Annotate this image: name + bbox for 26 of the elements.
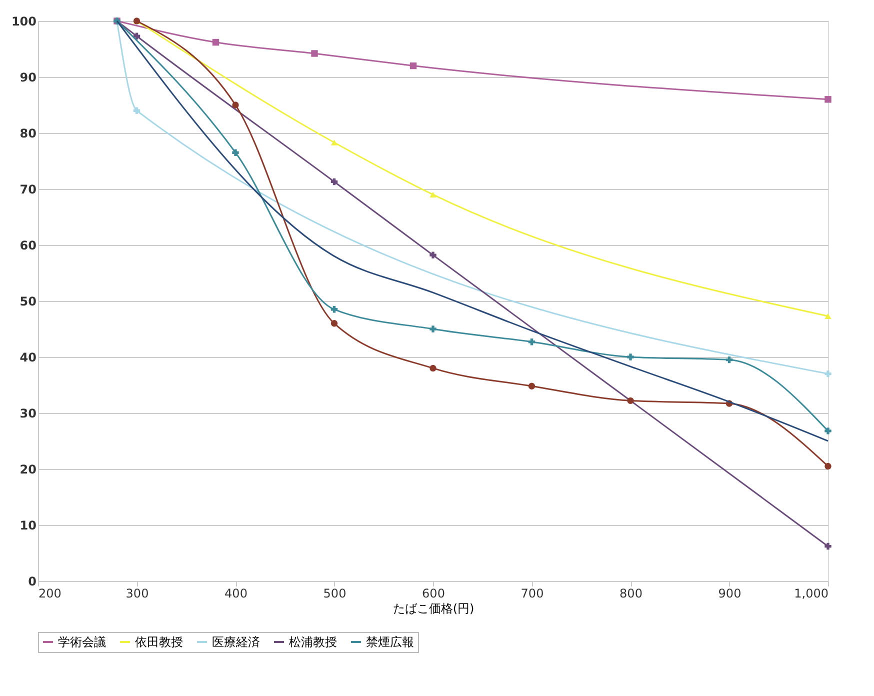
x-tick-label: 400 [224, 586, 248, 600]
y-tick-label: 70 [20, 182, 36, 196]
y-tick-label: 100 [11, 14, 36, 28]
y-tick-label: 30 [20, 406, 36, 420]
x-tick-label: 700 [520, 586, 544, 600]
y-tick-label: 0 [28, 574, 36, 588]
legend-label: 禁煙広報 [366, 635, 414, 649]
y-tick-label: 80 [20, 126, 36, 140]
y-tick-label: 90 [20, 70, 36, 84]
x-tick-label: 300 [126, 586, 149, 600]
x-tick-label: 500 [323, 586, 346, 600]
y-tick-label: 20 [20, 462, 36, 476]
x-tick-label: 800 [620, 586, 642, 600]
legend-label: 依田教授 [135, 635, 183, 649]
x-tick-label: 1,000 [794, 586, 828, 600]
legend-label: 医療経済 [212, 635, 260, 649]
x-tick-label: 200 [38, 586, 62, 600]
y-tick-label: 50 [20, 294, 36, 308]
legend-label: 松浦教授 [289, 635, 337, 649]
x-tick-label: 900 [718, 586, 742, 600]
x-tick-label: 600 [422, 586, 445, 600]
x-axis-title: たばこ価格(円) [392, 602, 474, 616]
y-tick-label: 10 [20, 518, 36, 532]
y-tick-label: 60 [20, 238, 36, 252]
y-tick-label: 40 [20, 350, 36, 364]
legend-label: 学術会議 [58, 635, 106, 649]
